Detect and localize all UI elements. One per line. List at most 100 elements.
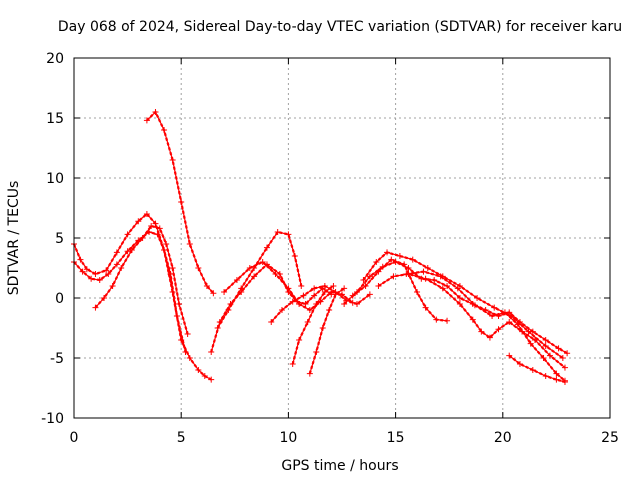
data-point-marker <box>103 267 110 274</box>
data-point-marker <box>311 285 318 292</box>
series-core-trace-i <box>292 285 334 365</box>
x-tick-label: 15 <box>387 430 405 446</box>
data-point-marker <box>186 241 193 247</box>
data-point-marker <box>540 355 547 361</box>
data-point-marker <box>214 325 221 331</box>
data-point-marker <box>161 127 168 133</box>
data-point-marker <box>349 292 356 299</box>
y-tick-label: 15 <box>46 111 64 127</box>
data-point-marker <box>251 273 258 280</box>
data-point-marker <box>456 295 463 301</box>
data-point-marker <box>409 256 416 263</box>
data-point-marker <box>225 307 232 313</box>
data-point-marker <box>208 376 215 383</box>
data-point-marker <box>289 361 296 367</box>
series-core-trace-h <box>270 285 371 323</box>
data-point-marker <box>154 231 161 238</box>
axes-layer: 0 5 10 15 20 25 -10 -5 0 5 10 15 20 <box>41 51 619 446</box>
data-point-marker <box>373 259 380 265</box>
data-point-marker <box>354 301 361 307</box>
data-point-marker <box>169 265 176 271</box>
data-point-marker <box>161 247 168 253</box>
data-point-marker <box>182 349 189 355</box>
data-point-marker <box>238 285 245 292</box>
data-point-marker <box>516 361 523 367</box>
data-point-marker <box>167 271 174 277</box>
data-point-marker <box>124 248 131 255</box>
data-point-marker <box>298 283 305 289</box>
y-tick-label: 20 <box>46 51 64 67</box>
data-point-marker <box>326 307 333 313</box>
data-point-marker <box>268 319 275 325</box>
data-point-marker <box>332 291 339 298</box>
x-tick-label: 0 <box>70 430 79 446</box>
data-point-marker <box>77 256 84 263</box>
data-point-marker <box>491 304 498 311</box>
data-point-marker <box>176 301 183 307</box>
y-tick-label: 0 <box>55 291 64 307</box>
data-point-marker <box>422 304 429 311</box>
data-point-marker <box>362 283 369 289</box>
data-point-marker <box>456 301 463 307</box>
data-point-marker <box>542 373 549 379</box>
data-point-marker <box>135 218 142 225</box>
data-point-marker <box>169 157 176 163</box>
data-point-marker <box>444 283 451 289</box>
data-point-marker <box>285 231 292 238</box>
data-point-marker <box>289 298 296 305</box>
data-point-marker <box>360 277 367 283</box>
x-axis-label: GPS time / hours <box>281 458 398 474</box>
data-point-marker <box>437 273 444 280</box>
data-point-marker <box>163 241 170 247</box>
data-point-marker <box>444 317 451 324</box>
data-point-marker <box>375 268 382 275</box>
data-point-marker <box>201 373 208 379</box>
data-point-marker <box>291 253 298 259</box>
data-point-marker <box>143 211 150 217</box>
data-point-marker <box>278 307 285 313</box>
data-point-marker <box>259 259 266 265</box>
data-point-marker <box>561 364 568 371</box>
data-point-marker <box>431 277 438 283</box>
data-point-marker <box>124 231 131 238</box>
data-point-marker <box>139 235 146 241</box>
data-point-marker <box>311 292 318 299</box>
data-point-marker <box>113 261 120 268</box>
data-point-marker <box>384 249 391 256</box>
data-point-marker <box>178 199 185 205</box>
data-point-marker <box>486 334 493 341</box>
data-point-marker <box>396 253 403 259</box>
data-point-marker <box>424 265 431 271</box>
data-point-marker <box>208 349 215 355</box>
data-point-marker <box>433 316 440 323</box>
data-point-marker <box>96 277 103 283</box>
data-point-marker <box>506 319 513 325</box>
data-point-marker <box>506 352 513 359</box>
data-point-marker <box>514 321 521 328</box>
data-point-marker <box>105 271 112 277</box>
data-point-marker <box>186 355 193 361</box>
data-point-marker <box>88 275 95 282</box>
data-point-marker <box>388 256 395 263</box>
data-point-marker <box>489 313 496 319</box>
data-point-marker <box>501 309 508 316</box>
data-point-marker <box>83 266 90 273</box>
data-point-marker <box>542 337 549 343</box>
data-point-marker <box>302 301 309 307</box>
data-point-marker <box>92 304 99 311</box>
grid-layer <box>74 58 610 418</box>
data-point-marker <box>128 247 135 253</box>
data-point-marker <box>553 370 560 377</box>
data-point-marker <box>274 229 281 235</box>
data-point-marker <box>420 268 427 275</box>
data-point-marker <box>296 301 303 307</box>
x-tick-label: 25 <box>601 430 619 446</box>
data-point-marker <box>233 277 240 283</box>
data-point-marker <box>263 244 270 251</box>
series-core-trace-m <box>362 251 564 359</box>
data-point-marker <box>546 352 553 359</box>
data-point-marker <box>330 283 337 289</box>
y-axis-label: SDTVAR / TECUs <box>6 181 22 296</box>
